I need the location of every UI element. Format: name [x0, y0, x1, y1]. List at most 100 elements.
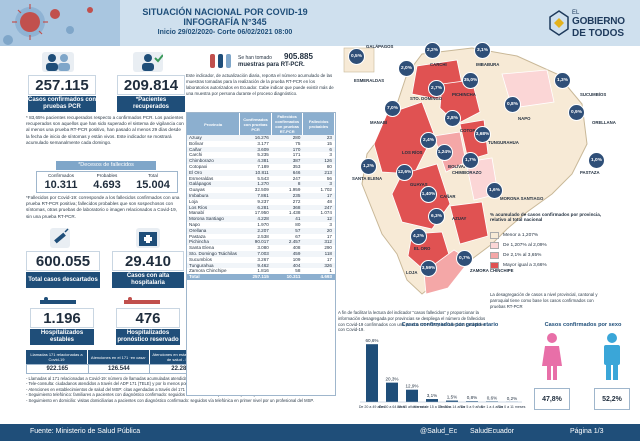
map-pct-badge: 0,7% [456, 250, 473, 267]
page-title: SITUACIÓN NACIONAL POR COVID-19 [142, 7, 308, 17]
age-category-label: De 65 años o más [397, 405, 426, 409]
table-cell: Azuay [189, 135, 202, 140]
legend-swatch [490, 262, 499, 269]
calls-value-cell: 126.544 [89, 365, 151, 373]
table-cell: 4.228 [257, 216, 269, 222]
reserved-value: 476 [116, 308, 180, 328]
map-province-label: CARCHI [430, 62, 447, 67]
table-row: Pastaza 2.538 67 17 [187, 234, 335, 240]
legend-item: De 1,207% al 2,09% [490, 242, 610, 249]
table-cell: 1.959 [288, 187, 301, 193]
map-pct-badge: 1,2% [360, 158, 377, 175]
table-cell: 6 [329, 146, 332, 152]
map-province-label: LOJA [406, 270, 418, 275]
table-cell: 17 [326, 233, 332, 239]
legend-label: Mayor igual a 3,66% [503, 263, 547, 268]
deceased-col-probable: Probables [96, 173, 118, 178]
age-category-label: De 5 a 9 años [461, 405, 484, 409]
table-cell: 2.538 [257, 233, 269, 239]
table-row: Bolívar 3.177 75 15 [187, 141, 335, 147]
table-cell: 2.457 [288, 239, 301, 245]
table-cell: Zamora Chinchipe [189, 268, 227, 274]
stable-label: Hospitalizados estables [30, 329, 94, 345]
table-cell: 3.609 [257, 146, 269, 152]
map-pct-badge: 0,5% [348, 48, 365, 65]
map-province-label: MORONA SANTIAGO [500, 196, 544, 201]
age-bar-label: 1,5% [447, 395, 457, 400]
table-cell: 90.017 [254, 239, 269, 245]
table-cell: 353 [292, 163, 301, 169]
table-cell: 41 [295, 216, 301, 222]
deceased-total-value: 15.004 [136, 179, 170, 191]
table-row: Morona Santiago 4.228 41 12 [187, 216, 335, 222]
map-pct-badge: 3,68% [474, 126, 491, 143]
map-province-label: MANABÍ [370, 120, 388, 125]
table-cell: 118 [324, 250, 332, 256]
map-pct-badge: 35,0% [462, 72, 479, 89]
age-category-label: De 20 a 49 años [359, 405, 386, 409]
table-cell: 20 [326, 227, 332, 233]
map-pct-badge: 6,3% [428, 208, 445, 225]
table-cell: 9.462 [257, 262, 269, 268]
table-cell: 170 [292, 146, 301, 152]
header-banner: SITUACIÓN NACIONAL POR COVID-19 INFOGRAF… [0, 0, 640, 46]
table-cell: 80 [326, 163, 332, 169]
map-province-label: SUCUMBÍOS [580, 92, 607, 97]
table-cell: 3 [329, 221, 332, 227]
footnote: - Llamadas al 171 relacionadas a Covid-1… [26, 376, 278, 381]
table-row: Los Ríos 6.281 368 247 [187, 204, 335, 211]
deceased-col-total: Total [148, 173, 158, 178]
map-province-label: GUAYAS [410, 182, 428, 187]
age-bar [366, 344, 378, 402]
legend-swatch [490, 232, 499, 239]
table-cell: 75 [295, 140, 301, 146]
table-cell: 1 [329, 268, 332, 274]
map-azuay-region [449, 201, 489, 245]
table-cell: 3.177 [257, 140, 269, 146]
map-pct-badge: 0,9% [568, 104, 585, 121]
map-province-label: BOLÍVAR [448, 164, 468, 169]
map-province-label: COTOPAXI [460, 128, 483, 133]
youtube-handle[interactable]: SaludEcuador [470, 428, 514, 435]
province-header-3: Fallecidos probables [303, 113, 335, 135]
province-table-body: Azuay 16.276 280 23 Bolívar 3.177 75 15 Cañar 3.6… [187, 135, 335, 280]
logo-line-2: GOBIERNO [572, 16, 625, 27]
deceased-probable-value: 4.693 [93, 179, 121, 191]
virus-art-icon [0, 0, 120, 46]
table-row: Orellana 2.207 57 20 [187, 227, 335, 234]
table-cell: 646 [292, 169, 301, 175]
table-total-cell: 10.311 [286, 274, 301, 280]
table-cell: Loja [189, 198, 198, 204]
twitter-handle[interactable]: @Salud_Ec [420, 428, 458, 435]
table-cell: 58 [295, 268, 301, 274]
calls-header-cell: Llamadas 171 relacionadas a Covid-19 [26, 350, 88, 364]
discarded-value: 600.055 [26, 251, 100, 271]
province-table: Provincia Confirmados con pruebas PCR Fall… [186, 112, 336, 396]
table-row: Zamora Chinchipe 1.816 58 1 [187, 268, 335, 274]
map-pct-badge: 1,40% [420, 186, 437, 203]
map-pct-badge: 3,59% [420, 260, 437, 277]
table-cell: 272 [292, 198, 301, 204]
age-chart-title: Casos confirmados por grupo etario [401, 322, 499, 328]
map-pct-badge: 2,7% [428, 80, 445, 97]
age-category-label: De 10 a 14 años [439, 405, 466, 409]
table-cell: 459 [292, 250, 301, 256]
map-province-label: PICHINCHA [452, 92, 476, 97]
table-cell: 326 [324, 262, 332, 268]
map-province-label: GALÁPAGOS [366, 44, 394, 49]
table-cell: 15 [326, 140, 332, 146]
table-cell: 9.237 [257, 198, 269, 204]
age-bar [466, 401, 478, 402]
table-row: Pichincha 90.017 2.457 312 [187, 239, 335, 246]
map-province-label: EL ORO [414, 246, 431, 251]
table-row: Guayas 32.509 1.959 1.702 [187, 187, 335, 193]
table-total-row: Total 257.115 10.311 4.693 [187, 274, 335, 280]
table-cell: 12 [326, 216, 332, 222]
legend-item: Menor a 1,207% [490, 232, 610, 239]
map-province-label: LOS RÍOS [402, 150, 423, 155]
table-cell: 387 [292, 158, 301, 164]
recovered-value: 209.814 [117, 75, 185, 95]
date-range: Inicio 29/02/2020- Corte 06/02/2021 08:0… [157, 29, 293, 36]
table-cell: 247 [292, 175, 301, 181]
recovered-person-icon [133, 52, 163, 72]
